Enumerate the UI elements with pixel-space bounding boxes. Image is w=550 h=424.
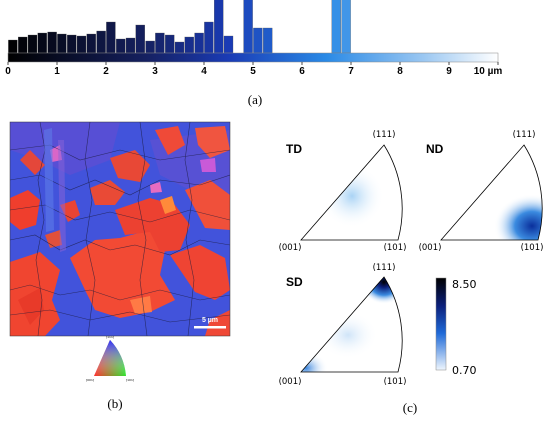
histogram-tick-label: 8	[397, 66, 403, 77]
histogram-bar	[194, 32, 204, 54]
histogram-bar	[8, 39, 18, 54]
scale-bar: 5 µm	[194, 317, 226, 329]
pole-figure-td-left-label: (001)	[279, 243, 302, 253]
orientation-map	[10, 122, 230, 336]
histogram-bar	[223, 35, 234, 54]
colorbar-min-label: 0.70	[452, 364, 477, 377]
histogram-tick-label: 6	[299, 66, 305, 77]
histogram-axis-bar	[7, 52, 499, 63]
histogram-bar	[47, 31, 57, 54]
histogram-tick-label: 10 µm	[474, 66, 503, 77]
ipf-color-key: [111] [001] [101]	[86, 335, 134, 382]
histogram-bar	[67, 34, 77, 54]
histogram-bars	[8, 0, 351, 54]
histogram-bar	[96, 30, 106, 54]
histogram-bar	[243, 0, 253, 54]
histogram-bar	[37, 32, 47, 54]
pole-figure-td: TD (111) (001) (101)	[279, 130, 407, 253]
histogram-tick-label: 9	[446, 66, 452, 77]
panel-c-pole-figures: TD (111) (001) (101) ND (111) (001) (101…	[279, 130, 544, 415]
histogram-tick-label: 1	[54, 66, 60, 77]
histogram-bar	[155, 32, 165, 54]
pole-figure-sd: SD (111) (001) (101)	[279, 263, 407, 387]
pole-figure-td-title: TD	[286, 142, 302, 156]
histogram-tick-label: 2	[103, 66, 109, 77]
histogram-bar	[125, 37, 136, 54]
pole-figure-sd-left-label: (001)	[279, 377, 302, 387]
histogram-bar	[86, 33, 96, 54]
histogram-ticks: 0 1 2 3 4 5 6 7 8 9 10 µm	[5, 62, 502, 77]
pole-figure-td-right-label: (101)	[384, 243, 407, 253]
histogram-bar	[57, 33, 67, 54]
pole-figure-nd-right-label: (101)	[521, 243, 544, 253]
histogram-bar	[27, 34, 38, 54]
histogram-bar	[135, 24, 145, 54]
histogram-bar	[331, 0, 341, 54]
pole-figure-nd-top-label: (111)	[513, 130, 536, 140]
histogram-bar	[116, 38, 126, 54]
histogram-bar	[184, 36, 194, 54]
histogram-bar	[165, 34, 175, 54]
histogram-bar	[341, 0, 351, 54]
histogram-tick-label: 5	[250, 66, 256, 77]
panel-c-label: (c)	[403, 400, 417, 415]
histogram-bar	[253, 27, 263, 54]
pole-figure-sd-top-label: (111)	[373, 263, 396, 273]
colorbar-max-label: 8.50	[452, 278, 477, 291]
panel-a-histogram: 0 1 2 3 4 5 6 7 8 9 10 µm (a)	[5, 0, 502, 107]
histogram-tick-label: 7	[348, 66, 354, 77]
scale-bar-label: 5 µm	[202, 317, 218, 324]
pole-figure-nd-left-label: (001)	[419, 243, 442, 253]
pole-figure-sd-right-label: (101)	[384, 377, 407, 387]
histogram-bar	[214, 0, 224, 54]
histogram-bar	[204, 21, 214, 54]
panel-b-ebsd-map: 5 µm [111] [001] [101] (b)	[9, 121, 231, 411]
histogram-bar	[145, 40, 155, 54]
intensity-colorbar: 8.50 0.70	[435, 277, 477, 377]
histogram-bar	[18, 36, 28, 54]
pole-figure-sd-title: SD	[286, 275, 303, 289]
ipf-key-right-label: [101]	[126, 378, 134, 382]
pole-figure-nd-title: ND	[426, 142, 444, 156]
histogram-tick-label: 3	[152, 66, 158, 77]
ipf-key-top-label: [111]	[106, 335, 114, 339]
histogram-tick-label: 4	[201, 66, 207, 77]
histogram-tick-label: 0	[5, 66, 11, 77]
pole-figure-nd: ND (111) (001) (101)	[419, 130, 544, 253]
histogram-bar	[76, 35, 87, 54]
pole-figure-td-top-label: (111)	[373, 130, 396, 140]
histogram-bar	[263, 27, 273, 54]
histogram-bar	[174, 41, 185, 54]
histogram-bar	[106, 21, 116, 54]
ipf-key-left-label: [001]	[86, 378, 94, 382]
panel-b-label: (b)	[107, 396, 122, 411]
panel-a-label: (a)	[248, 92, 262, 107]
